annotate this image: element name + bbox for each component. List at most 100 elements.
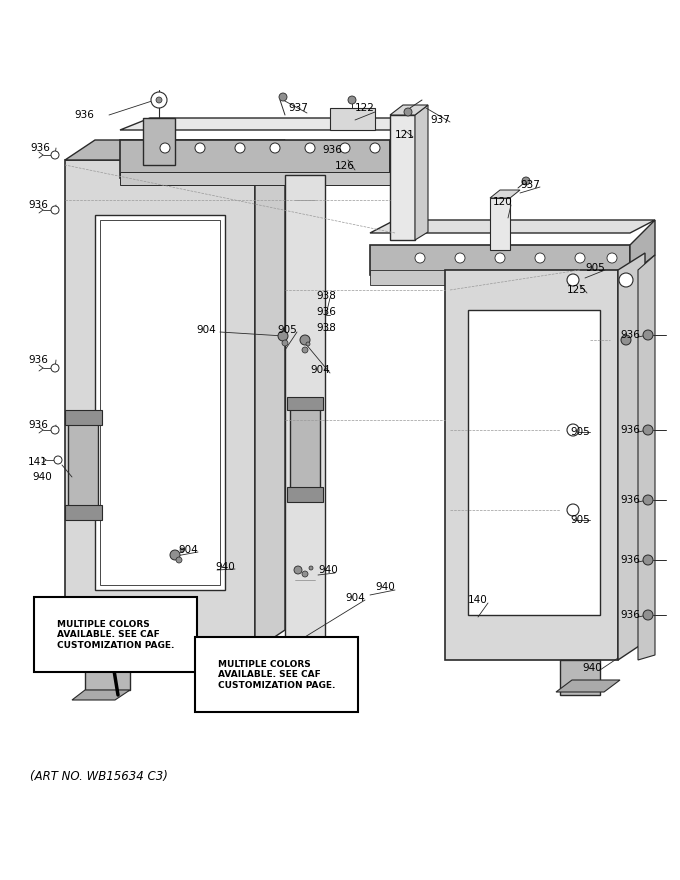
Circle shape [282,340,288,346]
Text: 936: 936 [620,425,640,435]
Circle shape [302,347,308,353]
Text: 936: 936 [322,145,342,155]
Polygon shape [468,310,600,615]
Polygon shape [490,198,510,250]
Circle shape [279,93,287,101]
Text: 905: 905 [585,263,605,273]
Text: 122: 122 [355,103,375,113]
Text: 940: 940 [582,663,602,673]
Text: 937: 937 [288,103,308,113]
Circle shape [51,151,59,159]
Polygon shape [287,487,323,502]
Circle shape [621,335,631,345]
Circle shape [643,425,653,435]
Text: 125: 125 [567,285,587,295]
Circle shape [370,143,380,153]
Circle shape [495,253,505,263]
Text: 904: 904 [196,325,216,335]
Polygon shape [143,118,175,165]
Circle shape [415,253,425,263]
Polygon shape [95,215,225,590]
Polygon shape [445,270,618,660]
Text: 937: 937 [520,180,540,190]
Circle shape [294,566,302,574]
Circle shape [156,97,162,103]
Circle shape [643,330,653,340]
Circle shape [300,335,310,345]
Circle shape [340,143,350,153]
Circle shape [643,495,653,505]
Text: 937: 937 [430,115,450,125]
Circle shape [567,504,579,516]
Text: 904: 904 [178,545,198,555]
Polygon shape [390,105,428,115]
Text: 936: 936 [620,330,640,340]
Polygon shape [285,175,325,660]
Polygon shape [68,418,98,508]
Circle shape [195,143,205,153]
Circle shape [607,253,617,263]
Circle shape [306,342,310,346]
Text: 940: 940 [215,562,235,572]
Circle shape [170,550,180,560]
Circle shape [455,253,465,263]
Polygon shape [296,660,320,700]
Circle shape [160,143,170,153]
Polygon shape [370,220,655,233]
Text: 936: 936 [620,495,640,505]
Circle shape [575,253,585,263]
Polygon shape [390,118,420,178]
Text: 936: 936 [30,143,50,153]
Circle shape [51,206,59,214]
Text: 938: 938 [316,291,336,301]
Text: 936: 936 [316,307,336,317]
Text: 141: 141 [28,457,48,467]
Circle shape [302,571,308,577]
Text: 140: 140 [468,595,488,605]
Text: (ART NO. WB15634 C3): (ART NO. WB15634 C3) [30,770,168,783]
Circle shape [643,555,653,565]
Polygon shape [120,172,390,185]
Polygon shape [370,245,630,275]
Polygon shape [638,255,655,660]
Circle shape [348,96,356,104]
Circle shape [51,426,59,434]
Circle shape [404,108,412,116]
Circle shape [643,610,653,620]
Text: 936: 936 [74,110,94,120]
Circle shape [305,143,315,153]
Polygon shape [255,140,285,650]
Text: 936: 936 [620,610,640,620]
Polygon shape [120,118,420,130]
Circle shape [176,557,182,563]
Text: 126: 126 [335,161,355,171]
Polygon shape [85,650,130,690]
Polygon shape [120,140,390,178]
Text: 940: 940 [318,565,338,575]
Polygon shape [65,410,102,425]
Polygon shape [65,140,285,160]
Polygon shape [630,220,655,275]
Polygon shape [100,220,220,585]
Polygon shape [618,253,645,660]
Circle shape [235,143,245,153]
Text: 904: 904 [345,593,364,603]
Circle shape [54,456,62,464]
Text: 905: 905 [277,325,296,335]
Polygon shape [278,695,324,708]
Text: MULTIPLE COLORS
AVAILABLE. SEE CAF
CUSTOMIZATION PAGE.: MULTIPLE COLORS AVAILABLE. SEE CAF CUSTO… [57,620,174,649]
Text: 936: 936 [620,555,640,565]
Text: 936: 936 [28,355,48,365]
Text: 905: 905 [570,427,590,437]
Text: 940: 940 [32,472,52,482]
Circle shape [567,274,579,286]
Circle shape [278,331,288,341]
Circle shape [270,143,280,153]
Polygon shape [72,690,130,700]
Text: 936: 936 [28,200,48,210]
Polygon shape [490,190,520,198]
Polygon shape [560,660,600,695]
Circle shape [567,424,579,436]
Text: 905: 905 [570,515,590,525]
Polygon shape [415,105,428,240]
